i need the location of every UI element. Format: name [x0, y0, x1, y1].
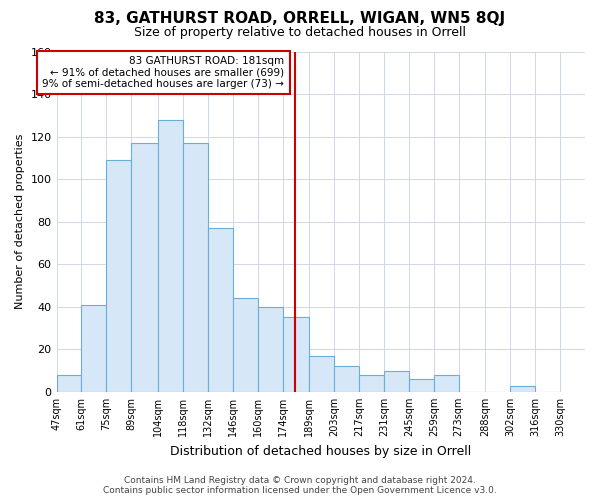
- Bar: [409, 379, 434, 392]
- Bar: [56, 375, 82, 392]
- X-axis label: Distribution of detached houses by size in Orrell: Distribution of detached houses by size …: [170, 444, 472, 458]
- Bar: [359, 375, 384, 392]
- Text: 83 GATHURST ROAD: 181sqm
← 91% of detached houses are smaller (699)
9% of semi-d: 83 GATHURST ROAD: 181sqm ← 91% of detach…: [43, 56, 284, 89]
- Bar: [106, 160, 131, 392]
- Bar: [510, 386, 535, 392]
- Y-axis label: Number of detached properties: Number of detached properties: [15, 134, 25, 310]
- Bar: [283, 318, 309, 392]
- Bar: [158, 120, 183, 392]
- Text: Size of property relative to detached houses in Orrell: Size of property relative to detached ho…: [134, 26, 466, 39]
- Bar: [131, 143, 158, 392]
- Text: Contains HM Land Registry data © Crown copyright and database right 2024.
Contai: Contains HM Land Registry data © Crown c…: [103, 476, 497, 495]
- Bar: [334, 366, 359, 392]
- Bar: [82, 304, 106, 392]
- Bar: [233, 298, 257, 392]
- Bar: [183, 143, 208, 392]
- Bar: [309, 356, 334, 392]
- Bar: [257, 307, 283, 392]
- Bar: [208, 228, 233, 392]
- Bar: [434, 375, 458, 392]
- Text: 83, GATHURST ROAD, ORRELL, WIGAN, WN5 8QJ: 83, GATHURST ROAD, ORRELL, WIGAN, WN5 8Q…: [94, 11, 506, 26]
- Bar: [384, 370, 409, 392]
